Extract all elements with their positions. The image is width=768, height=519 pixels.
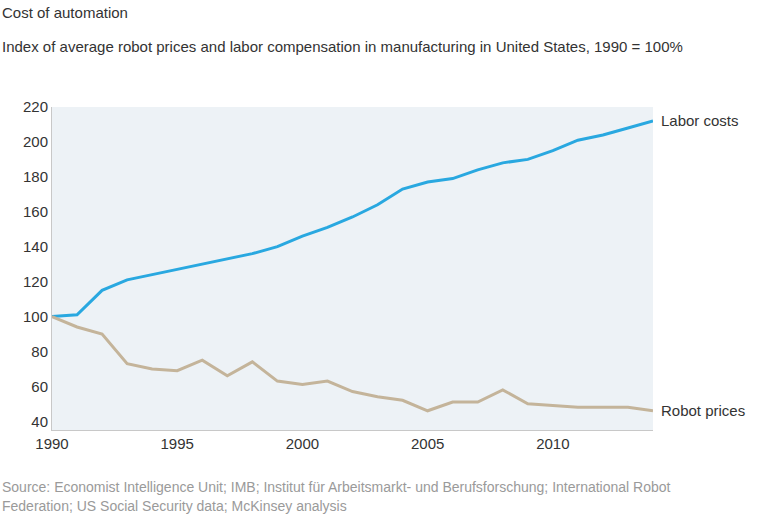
svg-text:Robot prices: Robot prices: [661, 402, 745, 419]
html-text:Index of average robot prices: Index of average robot prices and labor …: [2, 38, 683, 55]
svg-text:180: 180: [23, 168, 48, 185]
svg-text:160: 160: [23, 203, 48, 220]
svg-text:200: 200: [23, 133, 48, 150]
svg-text:Labor costs: Labor costs: [661, 112, 739, 129]
html-text:Source: Economist Intelligence: Source: Economist Intelligence Unit; IMB…: [2, 479, 671, 514]
svg-text:220: 220: [23, 98, 48, 115]
svg-text:140: 140: [23, 238, 48, 255]
svg-text:100: 100: [23, 308, 48, 325]
svg-text:2000: 2000: [286, 435, 319, 452]
svg-text:1990: 1990: [35, 435, 68, 452]
html-text:Cost of automation: Cost of automation: [2, 4, 128, 21]
svg-text:1995: 1995: [161, 435, 194, 452]
svg-text:80: 80: [31, 343, 48, 360]
svg-text:2005: 2005: [411, 435, 444, 452]
svg-text:40: 40: [31, 413, 48, 430]
svg-text:120: 120: [23, 273, 48, 290]
svg-text:2010: 2010: [536, 435, 569, 452]
svg-text:60: 60: [31, 378, 48, 395]
